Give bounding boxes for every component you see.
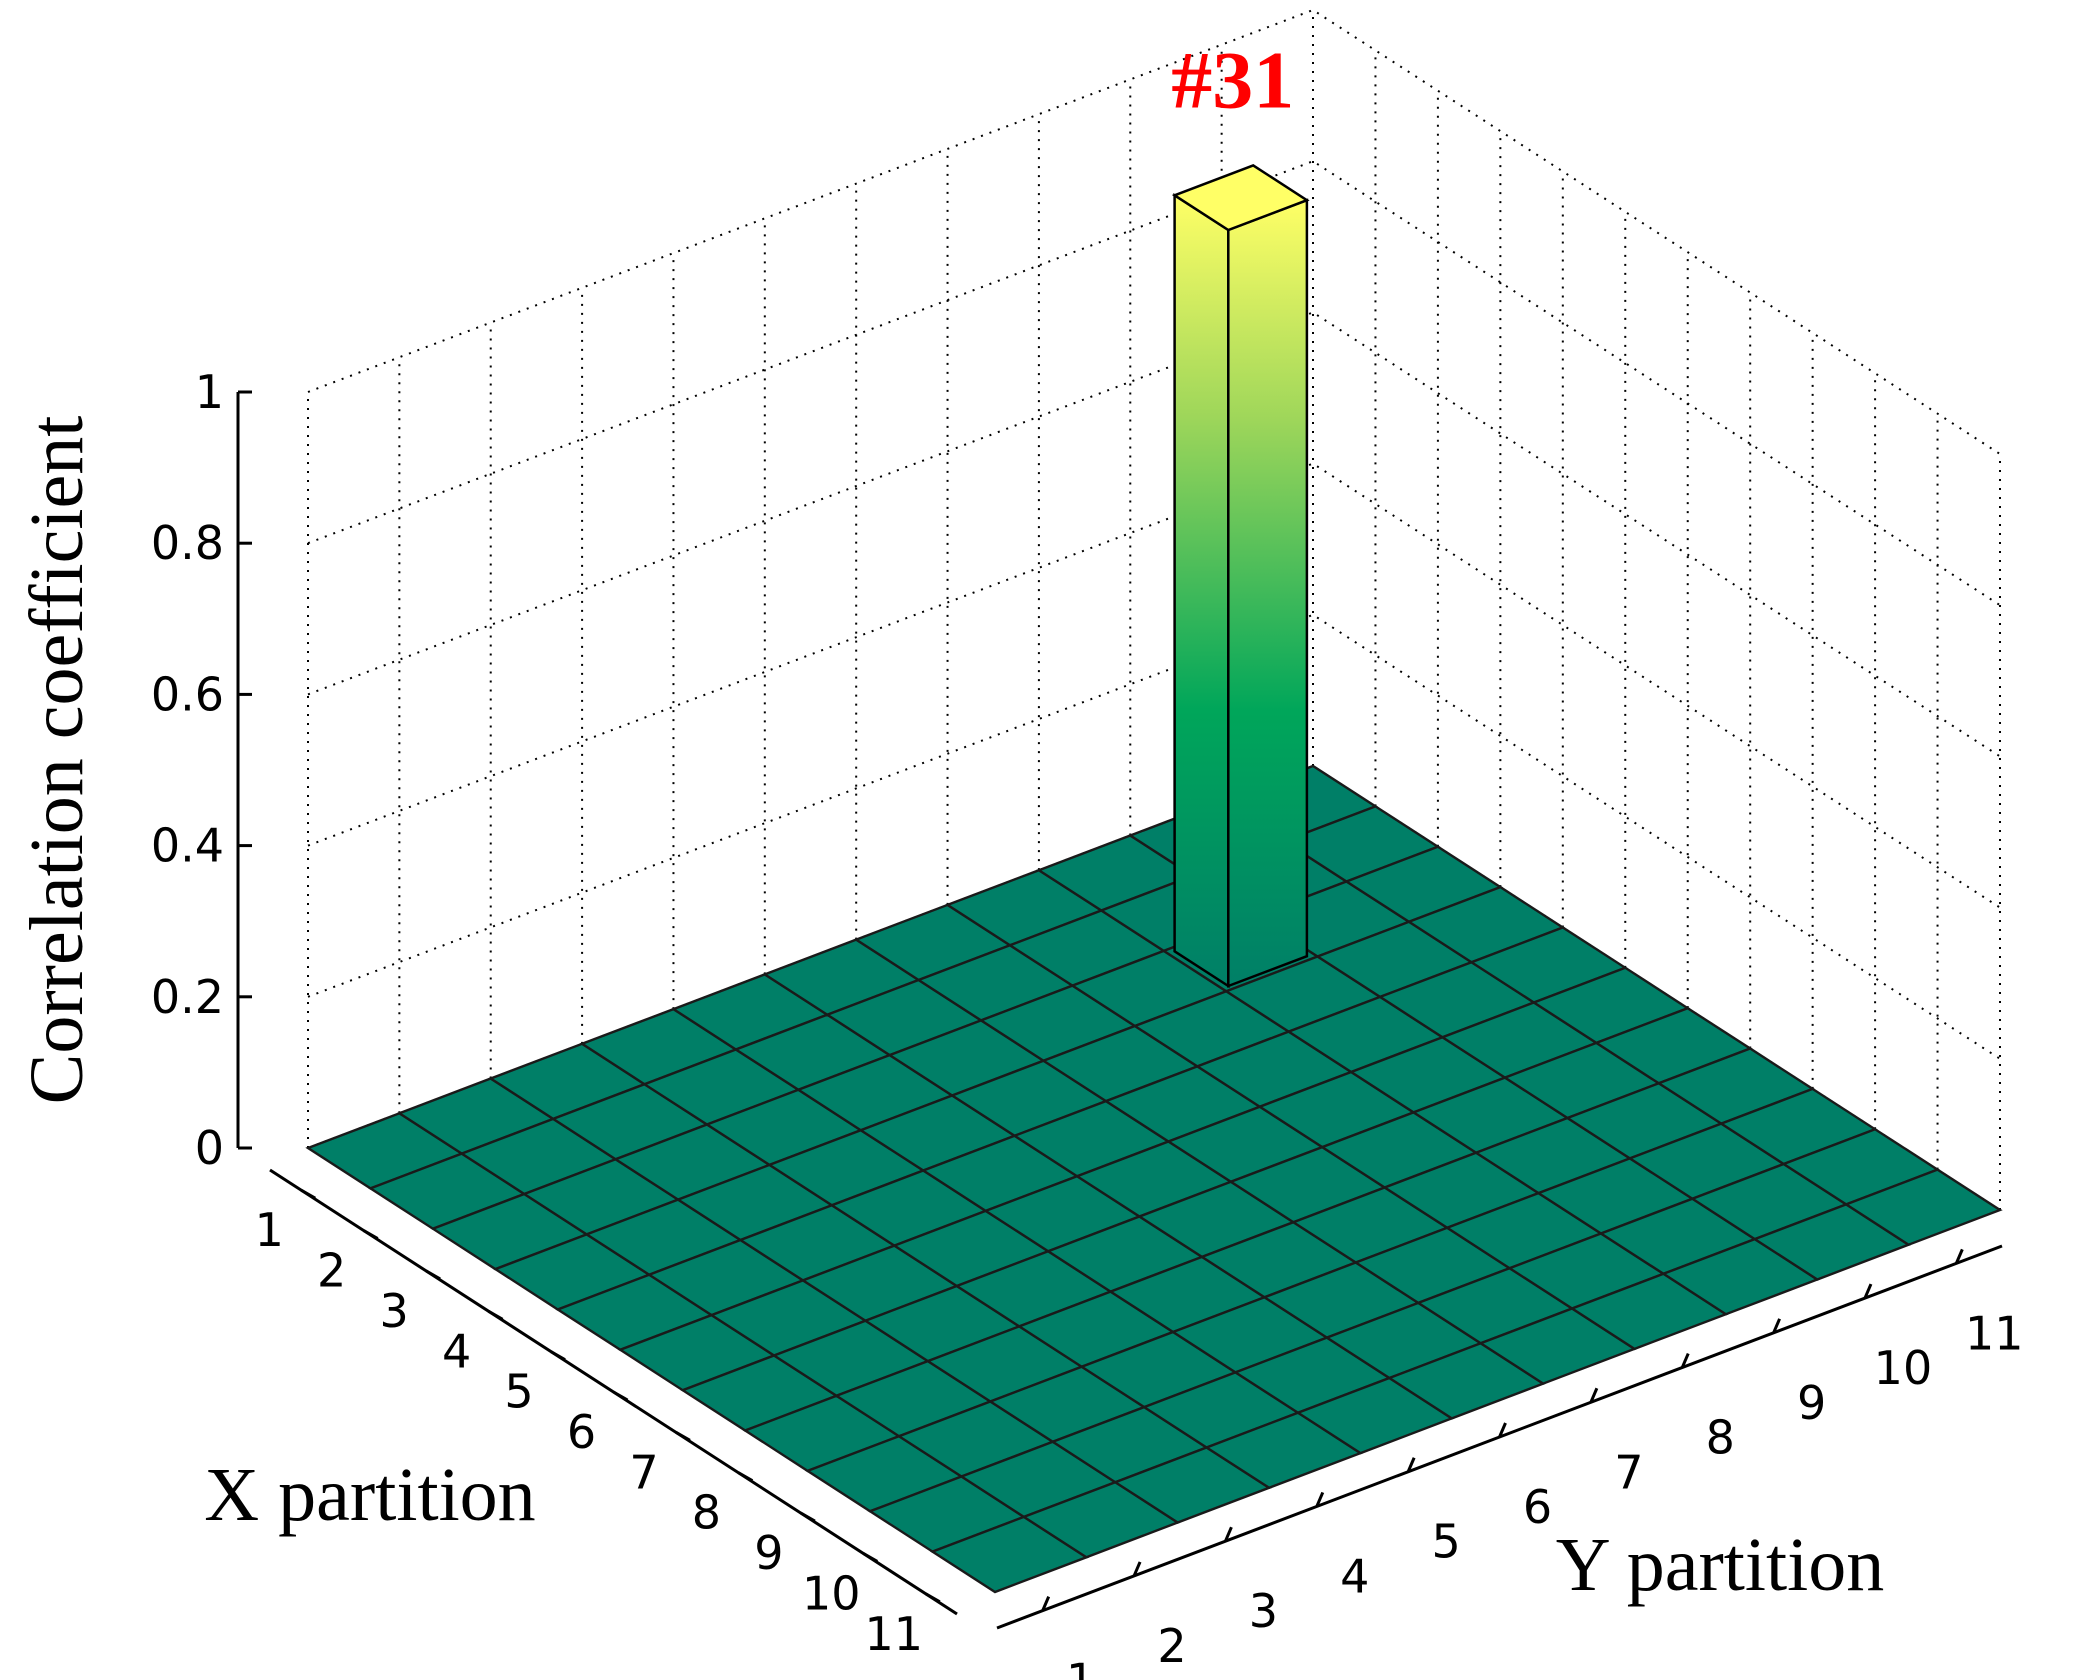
x-axis-title: X partition — [204, 1453, 535, 1537]
y-tick-label: 5 — [1431, 1515, 1460, 1569]
axes — [236, 390, 2003, 1630]
grid-line-z — [307, 462, 2001, 909]
y-tick — [1406, 1457, 1416, 1473]
y-tick-label: 3 — [1249, 1584, 1278, 1638]
y-tick — [1589, 1387, 1599, 1403]
z-tick-label: 0.8 — [151, 516, 224, 570]
x-tick — [800, 1511, 816, 1523]
y-tick — [1498, 1422, 1507, 1438]
x-tick — [300, 1188, 316, 1200]
y-tick — [1315, 1491, 1325, 1508]
bars — [1171, 164, 1310, 989]
x-tick-label: 9 — [754, 1526, 783, 1580]
bar-top — [1171, 164, 1310, 232]
y-tick-label: 9 — [1797, 1376, 1826, 1430]
grid-line-z — [307, 613, 2001, 1060]
x-tick — [425, 1269, 441, 1281]
x-tick-label: 8 — [692, 1486, 721, 1540]
x-tick — [925, 1592, 941, 1604]
y-axis-title: Y partition — [1556, 1523, 1885, 1607]
y-tick — [1863, 1283, 1873, 1299]
bar-face-left — [1173, 193, 1230, 989]
z-tick-label: 0.2 — [151, 970, 224, 1024]
x-tick — [362, 1229, 379, 1240]
y-tick-label: 10 — [1874, 1341, 1933, 1395]
grid-line-z — [307, 8, 2001, 455]
y-tick — [1224, 1526, 1233, 1542]
labels: #3100.20.40.60.8112345678910111234567891… — [15, 35, 2024, 1680]
y-tick — [1680, 1352, 1690, 1369]
x-tick-label: 10 — [802, 1566, 861, 1620]
floor-cell — [1843, 1168, 2003, 1247]
x-tick-label: 1 — [255, 1203, 284, 1257]
x-tick-label: 11 — [864, 1607, 923, 1661]
y-tick-label: 6 — [1523, 1480, 1552, 1534]
x-tick — [862, 1552, 879, 1563]
x-tick-label: 3 — [379, 1284, 408, 1338]
x-tick-label: 2 — [317, 1244, 346, 1298]
x-tick — [737, 1471, 754, 1483]
y-tick-label: 1 — [1066, 1654, 1095, 1680]
y-tick-label: 11 — [1965, 1306, 2024, 1360]
x-tick-label: 5 — [504, 1365, 533, 1419]
y-tick-label: 7 — [1614, 1445, 1643, 1499]
z-tick-label: 0.4 — [151, 819, 224, 873]
z-axis-title: Correlation coefficient — [15, 416, 99, 1105]
z-tick-label: 0.6 — [151, 667, 224, 721]
y-tick-label: 4 — [1340, 1549, 1369, 1603]
bar — [1171, 164, 1310, 989]
y-tick — [1772, 1318, 1781, 1334]
floor-surface — [305, 764, 2003, 1594]
y-tick — [1132, 1561, 1142, 1577]
x-tick — [550, 1350, 566, 1361]
grid-line-z — [307, 160, 2001, 607]
z-tick-label: 1 — [195, 365, 224, 419]
grid-line-z — [307, 311, 2001, 758]
x-tick — [675, 1431, 691, 1442]
y-tick — [1954, 1248, 1964, 1264]
y-tick-label: 2 — [1157, 1619, 1186, 1673]
y-tick — [1041, 1596, 1051, 1612]
x-tick — [612, 1390, 629, 1402]
bar-annotation: #31 — [1171, 35, 1294, 126]
z-tick-label: 0 — [195, 1121, 224, 1175]
x-tick-label: 7 — [629, 1445, 658, 1499]
x-tick — [487, 1309, 504, 1321]
y-tick-label: 8 — [1706, 1411, 1735, 1465]
bar-face-right — [1227, 198, 1309, 988]
x-tick-label: 6 — [567, 1405, 596, 1459]
x-tick-label: 4 — [442, 1324, 471, 1378]
